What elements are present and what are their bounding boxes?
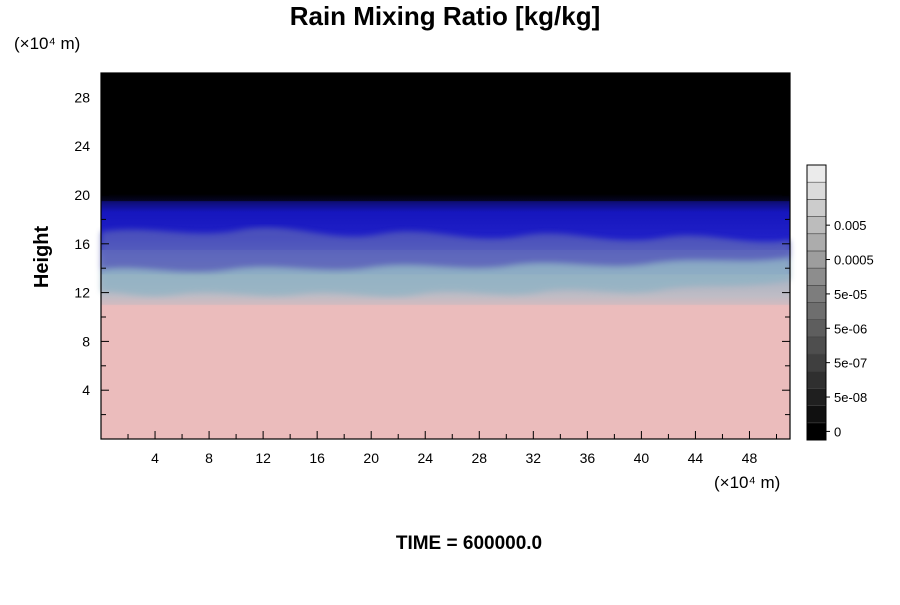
- time-label: TIME = 600000.0: [396, 533, 542, 554]
- y-tick-label: 4: [82, 382, 90, 398]
- x-tick-label: 8: [205, 450, 213, 466]
- colorbar-level: [806, 181, 827, 200]
- x-axis: 4 8 12 16 20 24 28 32 36 40 44 48: [127, 73, 777, 466]
- colorbar-level: [806, 250, 827, 269]
- colorbar-level: [806, 302, 827, 320]
- x-tick-label: 20: [363, 450, 379, 466]
- y-tick-label: 12: [74, 285, 90, 301]
- x-tick-label: 12: [255, 450, 271, 466]
- x-tick-label: 24: [417, 450, 433, 466]
- colorbar-level: [806, 267, 827, 286]
- colorbar-level: [806, 285, 827, 303]
- y-axis-label: Height: [31, 226, 53, 289]
- colorbar-label: 5e-05: [834, 287, 867, 302]
- x-tick-label: 44: [688, 450, 704, 466]
- region-band: [101, 304, 790, 439]
- x-tick-label: 32: [526, 450, 542, 466]
- colorbar-level: [806, 216, 827, 235]
- plot-frame: [100, 72, 791, 440]
- colorbar-level: [806, 370, 827, 389]
- y-axis-unit: (×10⁴ m): [14, 34, 80, 53]
- colorbar-label: 0.005: [834, 218, 867, 233]
- colorbar-level: [806, 405, 827, 424]
- region-band: [101, 73, 790, 202]
- colorbar-level: [806, 319, 827, 338]
- colorbar-label: 5e-08: [834, 390, 867, 405]
- y-tick-label: 24: [74, 138, 90, 154]
- colorbar-label: 5e-07: [834, 356, 867, 371]
- x-axis-unit: (×10⁴ m): [714, 473, 780, 492]
- y-tick-label: 20: [74, 187, 90, 203]
- colorbar-level: [806, 353, 827, 372]
- colorbar-label: 0: [834, 424, 841, 439]
- x-tick-label: 40: [634, 450, 650, 466]
- x-tick-label: 16: [309, 450, 325, 466]
- y-tick-label: 8: [82, 333, 90, 349]
- y-tick-label: 16: [74, 236, 90, 252]
- colorbar-level: [806, 336, 827, 355]
- chart-title: Rain Mixing Ratio [kg/kg]: [290, 1, 601, 31]
- x-tick-label: 48: [742, 450, 758, 466]
- colorbar-level: [806, 164, 827, 183]
- colorbar-label: 0.0005: [834, 253, 874, 268]
- colorbar-level: [806, 233, 827, 252]
- x-tick-label: 36: [580, 450, 596, 466]
- y-axis: 4 8 12 16 20 24 28: [74, 89, 790, 416]
- colorbar-level: [806, 422, 827, 441]
- colorbar: 0.005 0.0005 5e-05 5e-06 5e-07 5e-08 0: [806, 164, 874, 441]
- cloud-patch: [101, 227, 790, 273]
- x-tick-label: 28: [471, 450, 487, 466]
- x-tick-label: 4: [151, 450, 159, 466]
- colorbar-level: [806, 388, 827, 406]
- colorbar-label: 5e-06: [834, 321, 867, 336]
- y-tick-label: 28: [74, 89, 90, 105]
- turbulent-cloud-band: [101, 227, 790, 297]
- colorbar-level: [806, 199, 827, 217]
- colorbar-frame: [806, 164, 827, 441]
